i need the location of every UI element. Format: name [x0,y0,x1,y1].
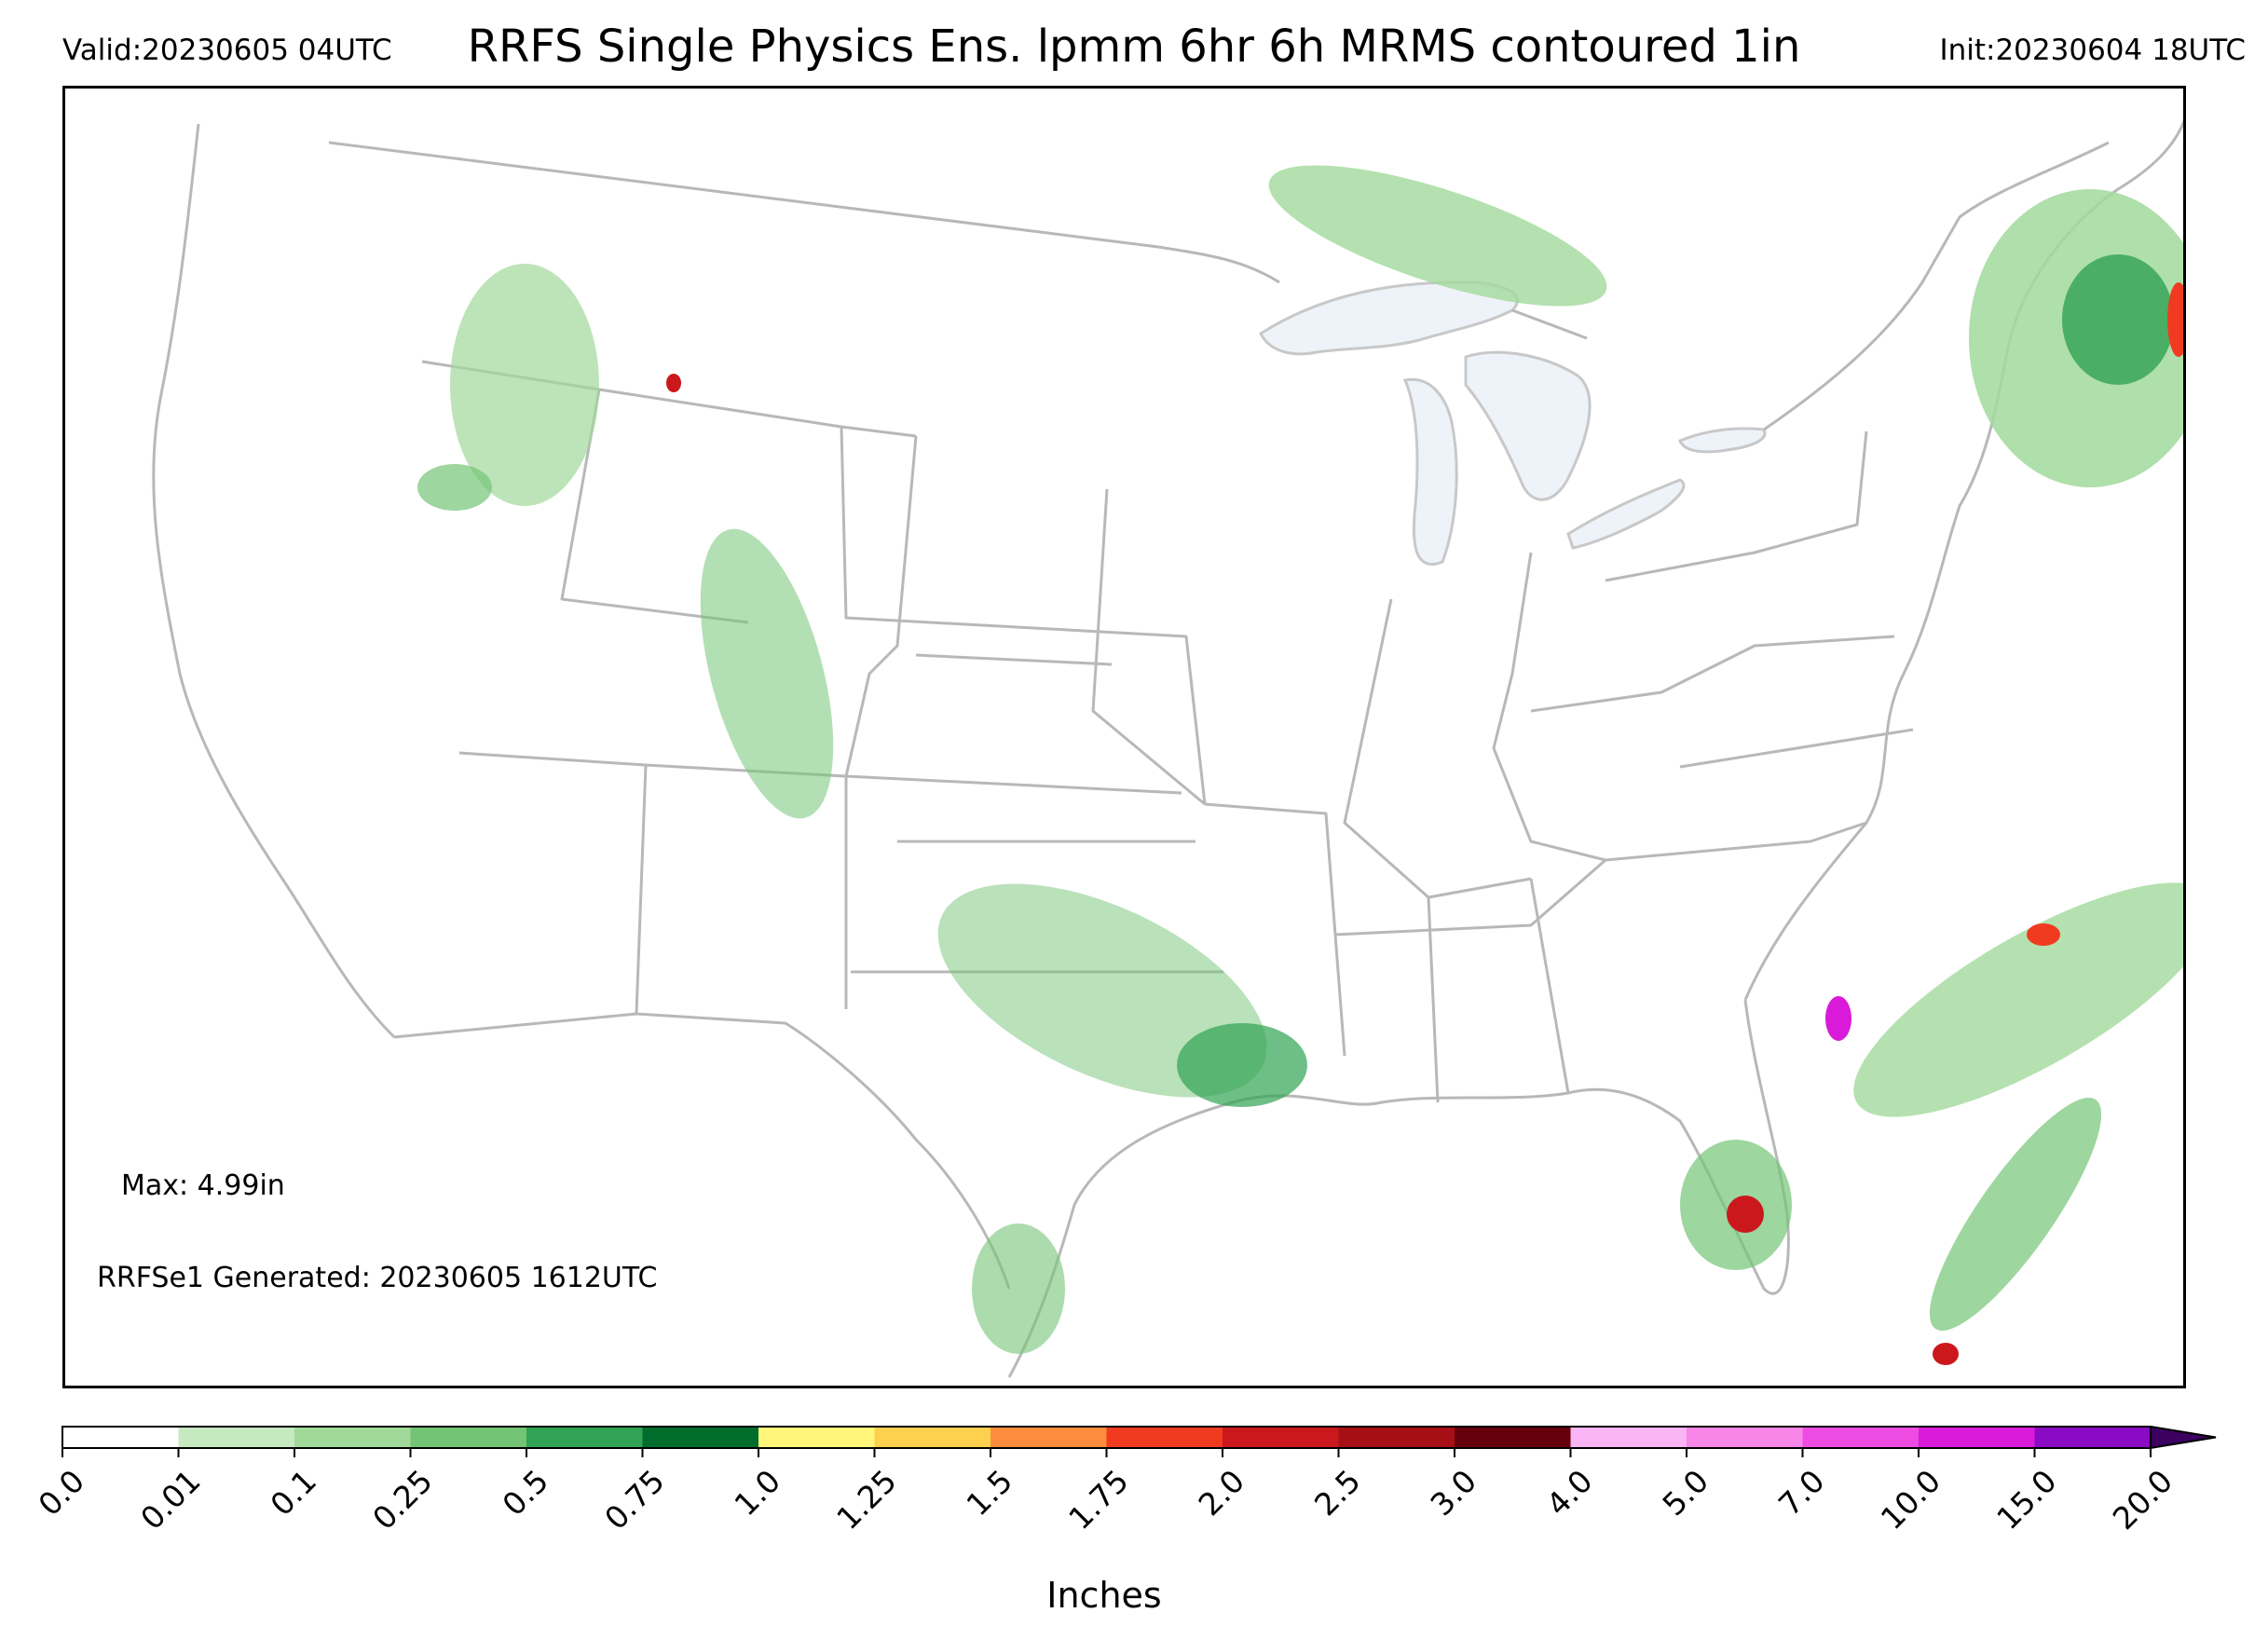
colorbar-segment [1687,1427,1803,1448]
precip-map [152,119,2183,1378]
colorbar-segment [758,1427,875,1448]
colorbar-tick-label: 20.0 [2106,1463,2180,1538]
colorbar-tick-label: 1.5 [960,1463,1020,1524]
colorbar-tick-label: 4.0 [1539,1463,1600,1524]
precip-rockies-central [700,528,834,819]
gulf-coastline [1007,999,1790,1378]
lake-superior [1259,280,1519,356]
colorbar-tick-label: 1.75 [1061,1463,1136,1538]
state-line-8 [1091,488,1206,806]
state-line-13 [1334,858,1606,936]
lake-huron [1464,350,1592,501]
colorbar-tick-label: 5.0 [1656,1463,1716,1524]
colorbar-segment [1338,1427,1455,1448]
colorbar-segment [526,1427,643,1448]
valid-time: Valid:20230605 04UTC [62,34,392,67]
precip-atlantic-core [1825,996,1851,1041]
colorbar-tick-label: 3.0 [1424,1463,1484,1524]
mexico-border [393,1012,1011,1290]
lake-erie [1566,478,1686,550]
great-lakes [1259,280,1767,566]
map-title: RRFS Single Physics Ens. lpmm 6hr 6h MRM… [467,20,1801,73]
colorbar-segments [61,1425,2217,1450]
colorbar-outline [61,1426,2152,1449]
map-panel [62,86,2186,1388]
colorbar-tick-label: 0.5 [496,1463,556,1524]
precip-rockies-north [450,264,599,506]
precip-atlantic-core-2 [2027,923,2060,946]
precip-atlantic-core-3 [1933,1343,1959,1365]
state-line-5 [635,764,648,1015]
colorbar-segment [1223,1427,1339,1448]
precip-great-lakes-north [1268,165,1607,307]
precip-atlantic-band [1853,882,2183,1117]
colorbar-tick-label: 1.0 [728,1463,788,1524]
colorbar-tick-label: 10.0 [1874,1463,1948,1538]
state-line-14 [1343,598,1532,899]
state-line-15 [1492,552,1606,862]
state-line-18 [1605,821,1867,862]
colorbar-segment [991,1427,1107,1448]
colorbar-segment [62,1427,179,1448]
colorbar-tick-label: 2.0 [1192,1463,1252,1524]
colorbar-tick-label: 0.1 [264,1463,324,1524]
precip-northeast-peak [2167,282,2183,357]
lake-ontario [1678,427,1767,454]
colorbar-tick-label: 0.0 [32,1463,92,1524]
colorbar-segment [1802,1427,1920,1448]
state-line-12 [1204,802,1346,1057]
state-line-7 [844,435,918,777]
state-line-4 [458,751,1182,795]
state-line-21 [1530,635,1895,713]
colorbar-tick-label: 15.0 [1989,1463,2064,1538]
precip-louisiana [1177,1023,1307,1107]
colorbar-tick-label: 1.25 [829,1463,904,1538]
colorbar-tick-label: 0.25 [365,1463,440,1538]
colorbar-segment [642,1427,759,1448]
precip-atlantic-band-2 [1929,1098,2102,1331]
precip-southern-plains [937,883,1267,1098]
colorbar-segment [1455,1427,1571,1448]
colorbar-tick-label: 0.01 [133,1463,208,1538]
generated-note: RRFSe1 Generated: 20230605 1612UTC [97,1262,658,1294]
precip-field [417,165,2183,1365]
lake-michigan [1402,377,1458,566]
colorbar-extend-arrow [2150,1425,2217,1450]
state-line-16 [1529,878,1570,1094]
colorbar-segment [410,1427,527,1448]
colorbar-ticks: 0.0 0.01 0.1 0.25 0.5 0.75 1.0 1.25 1.5 1.75 2.0 2.… [32,1448,2180,1538]
precip-northeast-core [2062,254,2174,385]
colorbar-segment [294,1427,411,1448]
state-line-9 [915,653,1113,666]
state-line-3 [840,426,1207,805]
colorbar-label: Inches [1046,1575,1162,1616]
colorbar-segment [874,1427,991,1448]
precip-idaho [417,464,492,511]
precip-montana-core [666,374,681,392]
colorbar-tick-label: 7.0 [1771,1463,1832,1524]
colorbar-segment [1106,1427,1223,1448]
colorbar-tick-label: 0.75 [597,1463,672,1538]
max-value-note: Max: 4.99in [121,1169,285,1202]
canada-border [328,141,2110,431]
state-line-20 [1679,728,1914,769]
init-time: Init:20230604 18UTC [1939,34,2246,67]
precip-south-texas [972,1223,1065,1354]
colorbar-segment [1570,1427,1687,1448]
state-line-17 [1427,896,1440,1103]
colorbar-segment [178,1427,295,1448]
colorbar-segment [2034,1427,2152,1448]
colorbar-tick-label: 2.5 [1307,1463,1368,1524]
state-line-19 [1605,430,1868,582]
west-coastline [152,123,396,1039]
state-line-2 [560,389,749,624]
precip-florida-core [1727,1196,1764,1233]
colorbar-segment [1919,1427,2035,1448]
boundaries [152,119,2183,1378]
